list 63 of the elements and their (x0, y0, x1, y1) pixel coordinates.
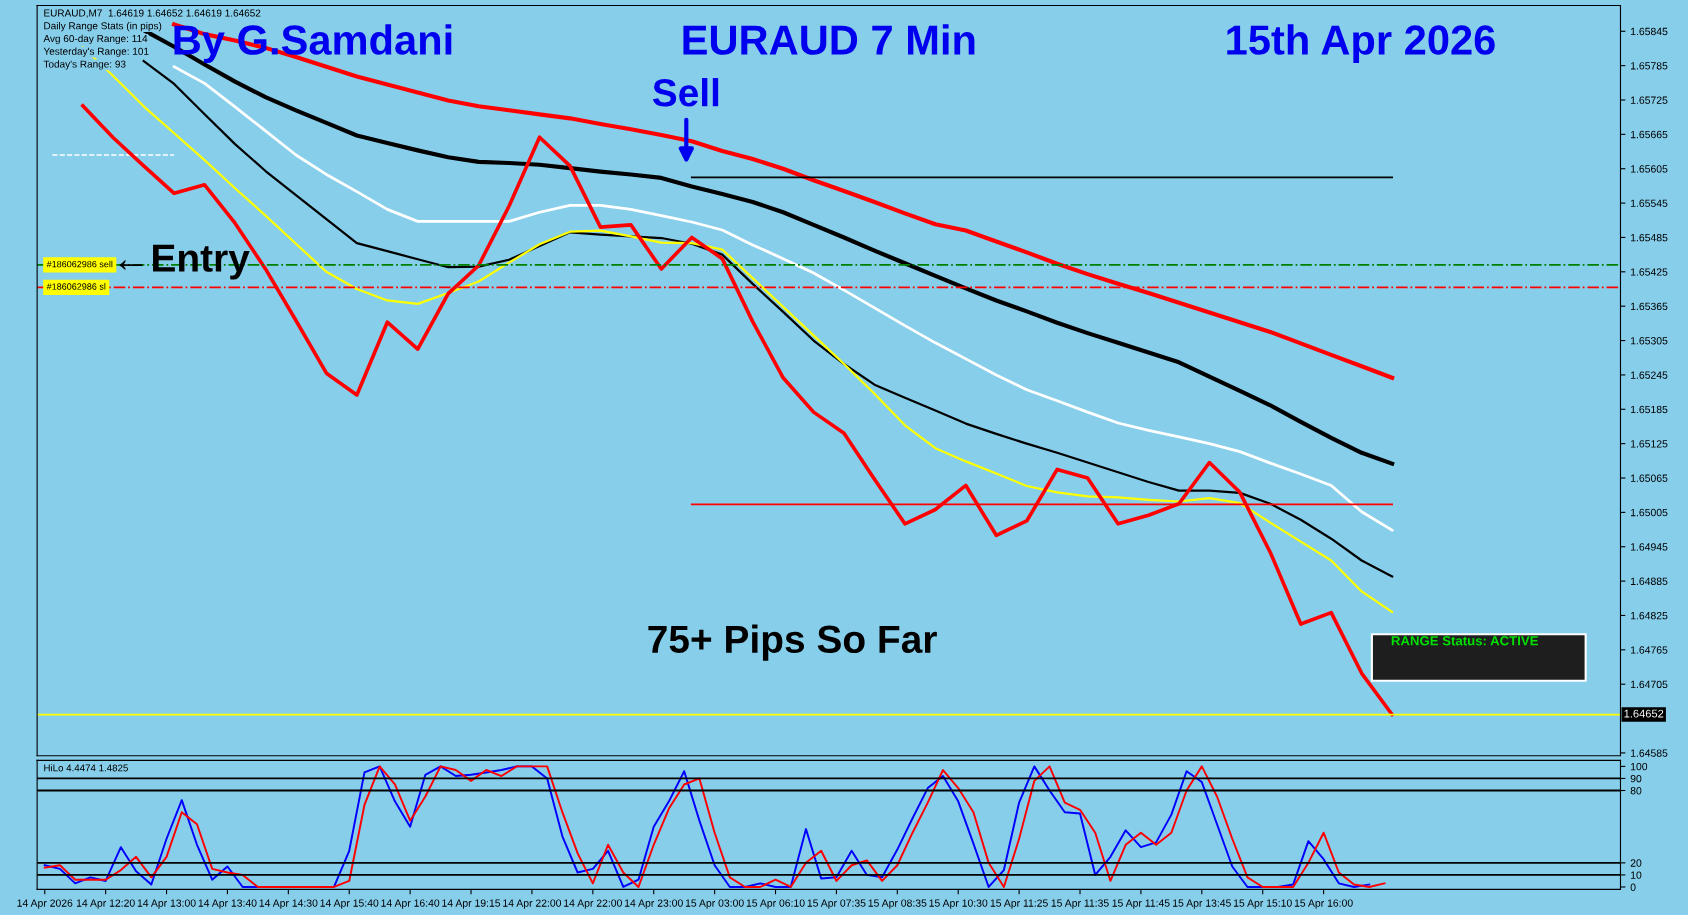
y-tick-label: 1.64765 (1631, 646, 1668, 654)
y-tick-label: 1.65485 (1631, 233, 1668, 242)
y-tick-label: 1.65005 (1631, 508, 1668, 517)
annotation: Yesterday's Range: 101 (43, 47, 149, 57)
y-tick-label: 1.65785 (1631, 62, 1668, 70)
annotation: HiLo 4.4474 1.4825 (44, 764, 128, 772)
x-tick-label: 15 Apr 13:45 (1173, 899, 1231, 909)
ref-line-label: 1.64652 (1624, 709, 1664, 718)
x-tick-label: 14 Apr 22:00 (503, 899, 562, 909)
x-tick-label: 15 Apr 07:35 (807, 899, 866, 909)
x-tick-label: 14 Apr 12:20 (76, 899, 135, 909)
annotation: Daily Range Stats (in pips) (44, 22, 162, 32)
y-tick-label: 0 (1630, 883, 1636, 891)
ref-line-label: #186062986 sl (46, 283, 106, 290)
y-tick-label: 1.65365 (1631, 302, 1668, 311)
x-tick-label: 14 Apr 13:40 (198, 899, 257, 909)
y-tick-label: 1.65425 (1631, 268, 1668, 276)
x-tick-label: 15 Apr 11:25 (990, 899, 1048, 909)
y-tick-label: 20 (1630, 859, 1642, 867)
x-tick-label: 14 Apr 22:00 (564, 899, 622, 909)
y-tick-label: 1.64885 (1631, 577, 1668, 585)
y-tick-label: 10 (1631, 871, 1642, 879)
x-tick-label: 15 Apr 15:10 (1233, 899, 1292, 909)
x-tick-label: 14 Apr 14:30 (259, 899, 318, 909)
x-tick-label: 14 Apr 16:40 (381, 899, 440, 909)
annotation: Avg 60-day Range: 114 (43, 34, 148, 45)
y-tick-label: 1.64945 (1631, 543, 1668, 551)
x-tick-label: 15 Apr 03:00 (685, 899, 744, 909)
y-tick-label: 1.65065 (1631, 474, 1668, 482)
x-tick-label: 15 Apr 08:35 (868, 899, 927, 909)
y-tick-label: 1.64585 (1631, 749, 1668, 757)
y-tick-label: 1.65665 (1631, 130, 1668, 139)
x-tick-label: 14 Apr 23:00 (624, 899, 683, 909)
y-tick-label: 1.65305 (1631, 337, 1668, 345)
y-tick-label: 1.65125 (1631, 440, 1668, 448)
y-tick-label: 1.65605 (1631, 165, 1668, 173)
annotation: RANGE Status: ACTIVE (1391, 636, 1538, 646)
y-tick-label: 1.65185 (1631, 405, 1668, 414)
x-tick-label: 14 Apr 2026 (17, 899, 73, 909)
x-tick-label: 15 Apr 06:10 (746, 899, 805, 909)
y-tick-label: 1.65845 (1631, 27, 1668, 36)
annotation: Sell (652, 78, 719, 107)
chart-title: EURAUD 7 Min (683, 24, 975, 55)
y-tick-label: 1.65545 (1631, 199, 1668, 207)
ref-line-label: #186062986 sell (46, 260, 113, 268)
annotation: 75+ Pips So Far (648, 624, 937, 661)
x-tick-label: 15 Apr 11:45 (1112, 899, 1170, 909)
annotation: 15th Apr 2026 (1227, 24, 1495, 64)
x-tick-label: 14 Apr 13:00 (137, 899, 196, 909)
annotation: EURAUD,M7 1.64619 1.64652 1.64619 1.64652 (44, 9, 261, 18)
y-tick-label: 1.64705 (1631, 680, 1668, 689)
x-tick-label: 14 Apr 19:15 (442, 899, 501, 909)
y-tick-label: 1.65245 (1631, 371, 1668, 379)
y-tick-label: 1.65725 (1631, 96, 1668, 104)
annotation: Today's Range: 93 (43, 60, 126, 70)
x-tick-label: 14 Apr 15:40 (320, 899, 379, 909)
x-tick-label: 15 Apr 10:30 (929, 899, 988, 909)
x-tick-label: 15 Apr 11:35 (1051, 899, 1109, 909)
x-tick-label: 15 Apr 16:00 (1294, 899, 1353, 909)
y-tick-label: 90 (1630, 774, 1642, 783)
y-tick-label: 80 (1630, 787, 1642, 795)
y-tick-label: 1.64825 (1631, 611, 1668, 620)
y-tick-label: 100 (1631, 762, 1648, 771)
